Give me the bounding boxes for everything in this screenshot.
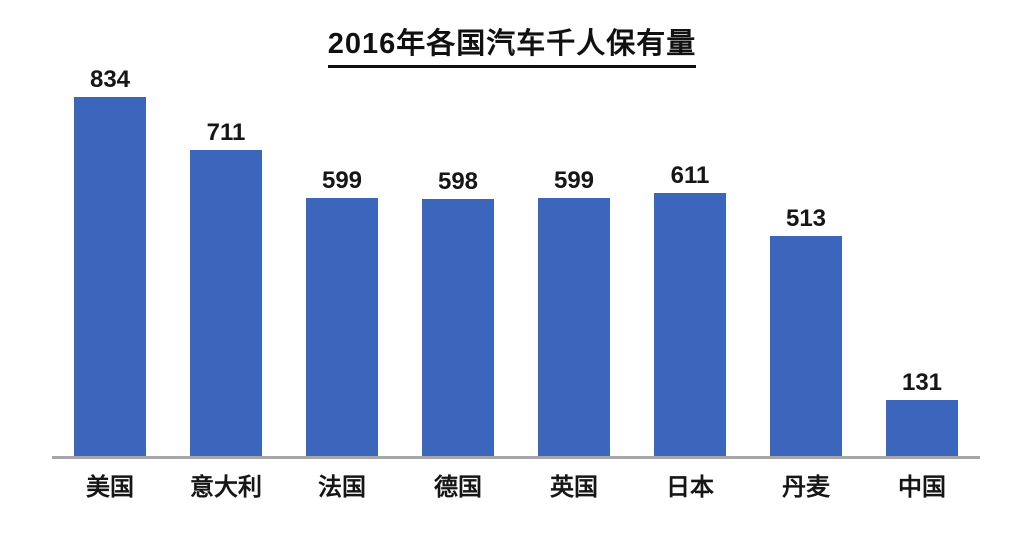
bar-4[interactable]	[538, 198, 610, 457]
chart-title-container: 2016年各国汽车千人保有量	[0, 20, 1024, 68]
bar-value-label: 834	[89, 66, 131, 93]
category-label-1: 意大利	[190, 474, 262, 501]
bar-5[interactable]	[654, 193, 726, 457]
bars-container: 834 711 599 598 599 611 513 131	[52, 60, 980, 457]
chart-title: 2016年各国汽车千人保有量	[327, 20, 697, 68]
bar-group-0: 834	[52, 68, 168, 457]
bar-2[interactable]	[306, 198, 378, 457]
bar-value-label: 131	[901, 369, 943, 396]
plot-area: 834 711 599 598 599 611 513 131 美国 意大利 法国 德国 英国 日本 丹麦…	[52, 60, 980, 520]
category-label-4: 英国	[550, 474, 598, 501]
x-axis-line	[52, 456, 980, 459]
category-label-6: 丹麦	[782, 474, 830, 501]
category-label-0: 美国	[86, 474, 134, 501]
bar-group-1: 711	[168, 121, 284, 457]
category-label-7: 中国	[898, 474, 946, 501]
bar-value-label: 599	[553, 167, 595, 194]
bar-6[interactable]	[770, 236, 842, 457]
bar-group-6: 513	[748, 207, 864, 457]
category-label-5: 日本	[666, 474, 714, 501]
bar-7[interactable]	[886, 400, 958, 457]
bar-group-2: 599	[284, 169, 400, 457]
bar-value-label: 711	[206, 119, 246, 146]
category-axis-labels: 美国 意大利 法国 德国 英国 日本 丹麦 中国	[52, 474, 980, 503]
bar-group-7: 131	[864, 371, 980, 457]
bar-group-5: 611	[632, 164, 748, 457]
bar-value-label: 598	[437, 168, 479, 195]
category-label-3: 德国	[434, 474, 482, 501]
bar-group-4: 599	[516, 169, 632, 457]
bar-value-label: 611	[670, 162, 710, 189]
bar-value-label: 599	[321, 167, 363, 194]
bar-0[interactable]	[74, 97, 146, 457]
bar-3[interactable]	[422, 199, 494, 457]
bar-1[interactable]	[190, 150, 262, 457]
bar-value-label: 513	[785, 205, 827, 232]
category-label-2: 法国	[318, 474, 366, 501]
bar-group-3: 598	[400, 170, 516, 457]
